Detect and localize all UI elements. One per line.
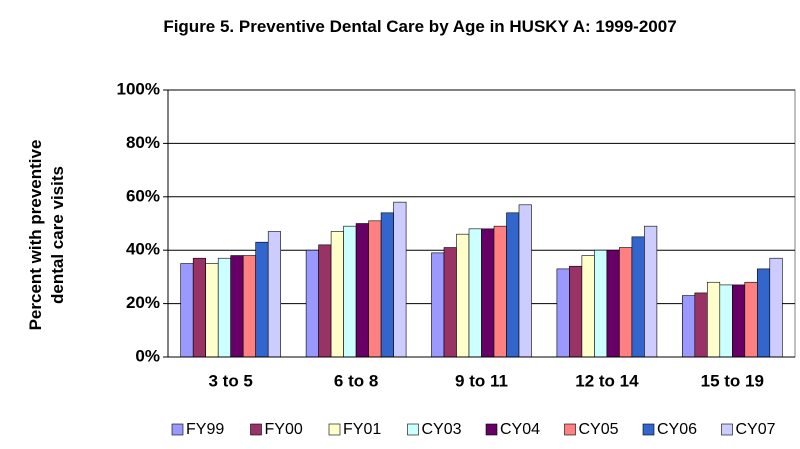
- bar: [619, 247, 633, 358]
- bar: [205, 263, 219, 358]
- y-tick-label: 0%: [135, 346, 160, 365]
- bar: [769, 257, 783, 358]
- bar: [242, 255, 256, 358]
- legend-label: CY07: [736, 421, 776, 438]
- legend-swatch: [564, 423, 576, 436]
- y-tick-label: 20%: [126, 293, 160, 312]
- bar: [706, 281, 721, 358]
- bar: [606, 249, 620, 358]
- bar: [456, 233, 470, 358]
- bar: [343, 225, 357, 358]
- bar: [731, 284, 746, 358]
- bar: [355, 223, 369, 358]
- bar: [631, 236, 645, 358]
- bar: [744, 281, 758, 358]
- legend-swatch: [407, 423, 419, 436]
- legend-swatch: [721, 423, 733, 436]
- x-tick-label: 9 to 11: [455, 371, 508, 390]
- legend-label: FY01: [343, 421, 381, 438]
- y-axis-label: Percent with preventive dental care visi…: [26, 139, 67, 331]
- bar: [180, 263, 194, 358]
- bar: [192, 257, 206, 358]
- legend-swatch: [485, 423, 498, 436]
- y-tick-label: 60%: [126, 186, 160, 205]
- bar: [230, 255, 244, 358]
- bar: [393, 201, 407, 358]
- legend-label: CY05: [579, 421, 619, 438]
- bar: [556, 268, 570, 358]
- chart-title: Figure 5. Preventive Dental Care by Age …: [163, 17, 677, 36]
- bar: [506, 212, 520, 358]
- bar: [217, 257, 231, 358]
- bar: [694, 292, 708, 358]
- legend-label: CY03: [422, 421, 462, 438]
- legend-swatch: [250, 423, 262, 436]
- legend-swatch: [328, 423, 341, 436]
- bar: [380, 212, 394, 358]
- bar: [443, 247, 457, 358]
- y-tick-label: 100%: [117, 79, 160, 98]
- bar: [267, 231, 282, 358]
- bar: [569, 265, 583, 358]
- legend-label: FY00: [265, 421, 303, 438]
- x-tick-label: 6 to 8: [334, 371, 378, 390]
- bar: [594, 249, 608, 358]
- y-tick-label: 80%: [126, 133, 160, 152]
- legend-swatch: [642, 423, 655, 436]
- bar: [756, 268, 771, 358]
- bar: [518, 204, 532, 358]
- legend-label: CY04: [500, 421, 540, 438]
- bar: [481, 228, 495, 358]
- x-tick-label: 12 to 14: [575, 371, 639, 390]
- bar: [431, 252, 445, 358]
- bar: [330, 231, 344, 358]
- x-tick-label: 15 to 19: [701, 371, 764, 390]
- y-tick-label: 40%: [126, 240, 160, 259]
- bar: [318, 244, 332, 358]
- bar: [681, 295, 696, 358]
- x-tick-label: 3 to 5: [208, 371, 252, 390]
- bar: [255, 241, 269, 358]
- bar: [719, 284, 733, 358]
- bar: [581, 255, 595, 358]
- legend-label: FY99: [186, 421, 224, 438]
- bar: [305, 249, 319, 358]
- bar: [468, 228, 482, 358]
- bar: [368, 220, 382, 358]
- bar: [493, 225, 507, 358]
- legend-swatch: [171, 423, 184, 436]
- bar: [644, 225, 658, 358]
- legend-label: CY06: [657, 421, 697, 438]
